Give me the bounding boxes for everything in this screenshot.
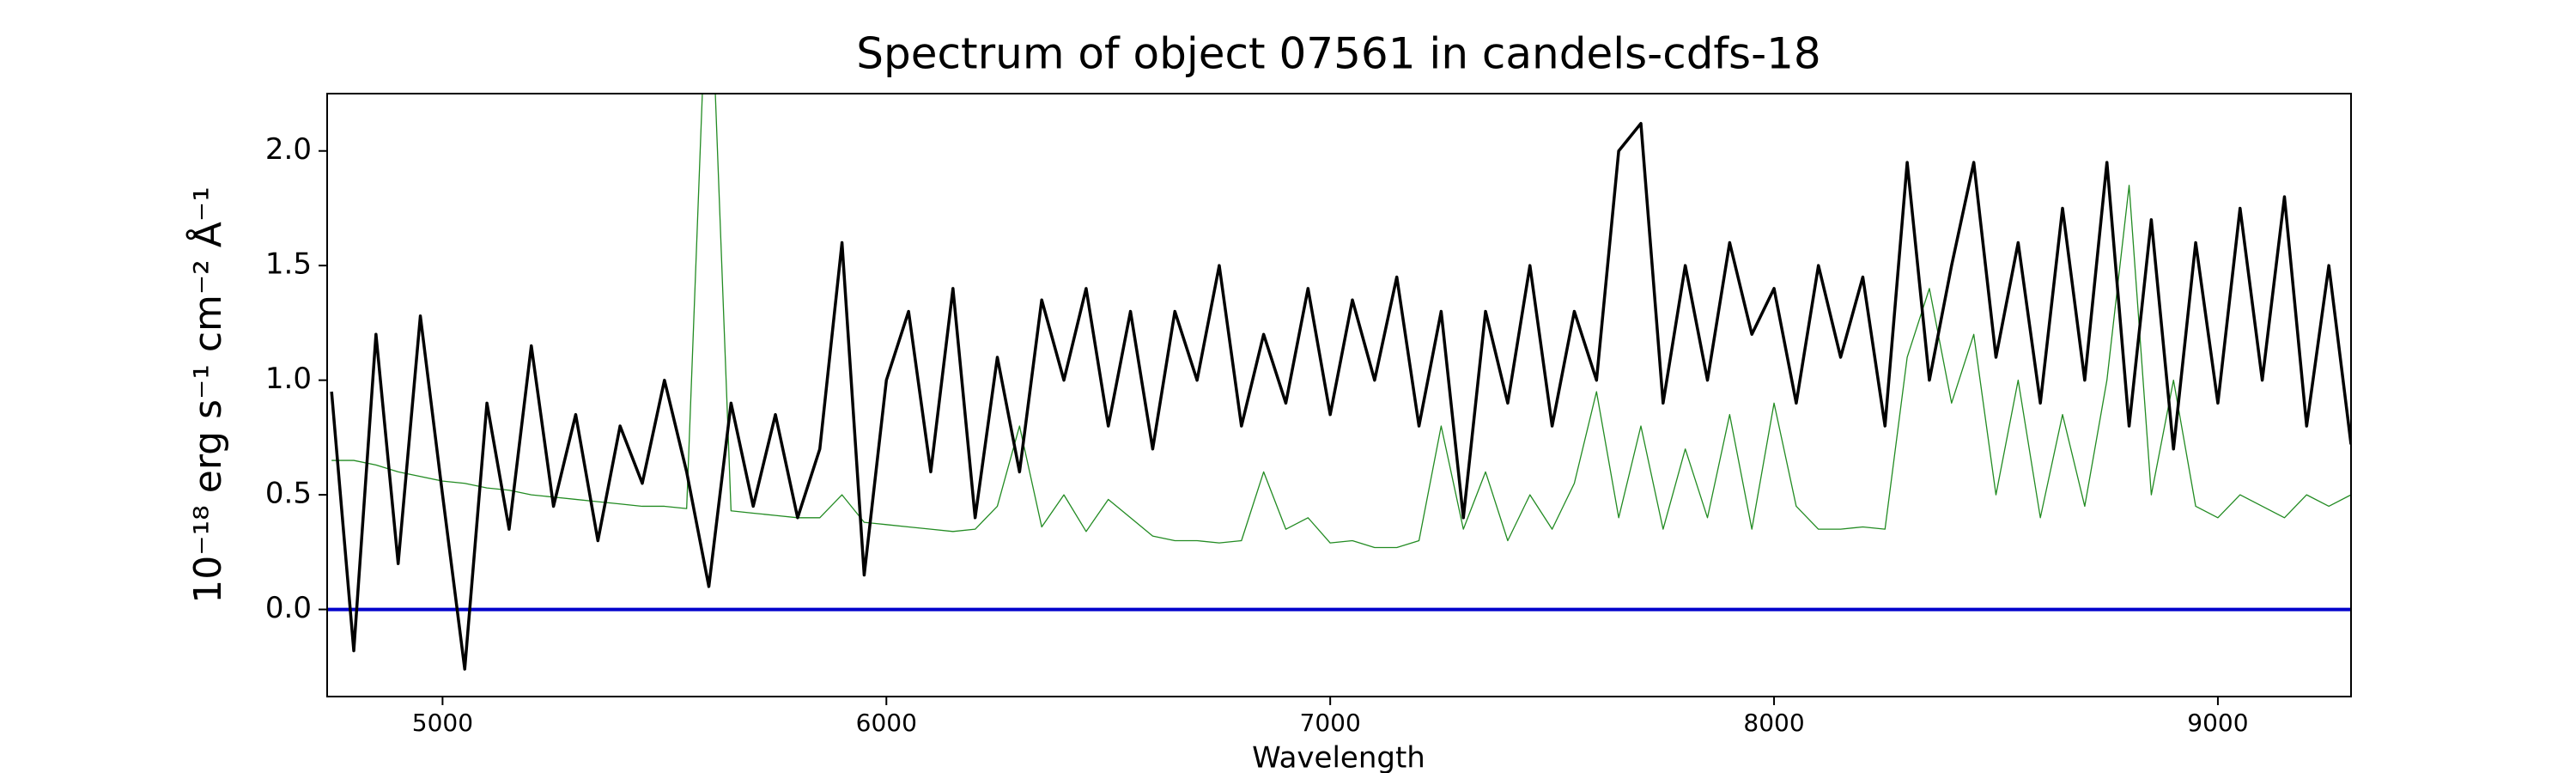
chart-title: Spectrum of object 07561 in candels-cdfs… <box>856 29 1821 79</box>
y-axis-label: 10⁻¹⁸ erg s⁻¹ cm⁻² Å⁻¹ <box>185 186 230 603</box>
x-tick-label: 7000 <box>1300 709 1361 737</box>
y-tick-label: 1.5 <box>265 247 312 282</box>
x-tick-label: 9000 <box>2187 709 2248 737</box>
x-tick-label: 6000 <box>856 709 917 737</box>
spectrum-line <box>330 121 2351 671</box>
y-tick-label: 0.5 <box>265 477 312 511</box>
y-tick-label: 2.0 <box>265 132 312 167</box>
plot-area <box>327 94 2351 671</box>
spectrum-line <box>331 94 2351 549</box>
y-tick-label: 1.0 <box>265 362 312 396</box>
axes-frame <box>326 93 2352 697</box>
x-tick-label: 5000 <box>412 709 473 737</box>
x-tick-label: 8000 <box>1743 709 1804 737</box>
y-tick-label: 0.0 <box>265 591 312 625</box>
x-axis-label: Wavelength <box>1252 741 1425 773</box>
